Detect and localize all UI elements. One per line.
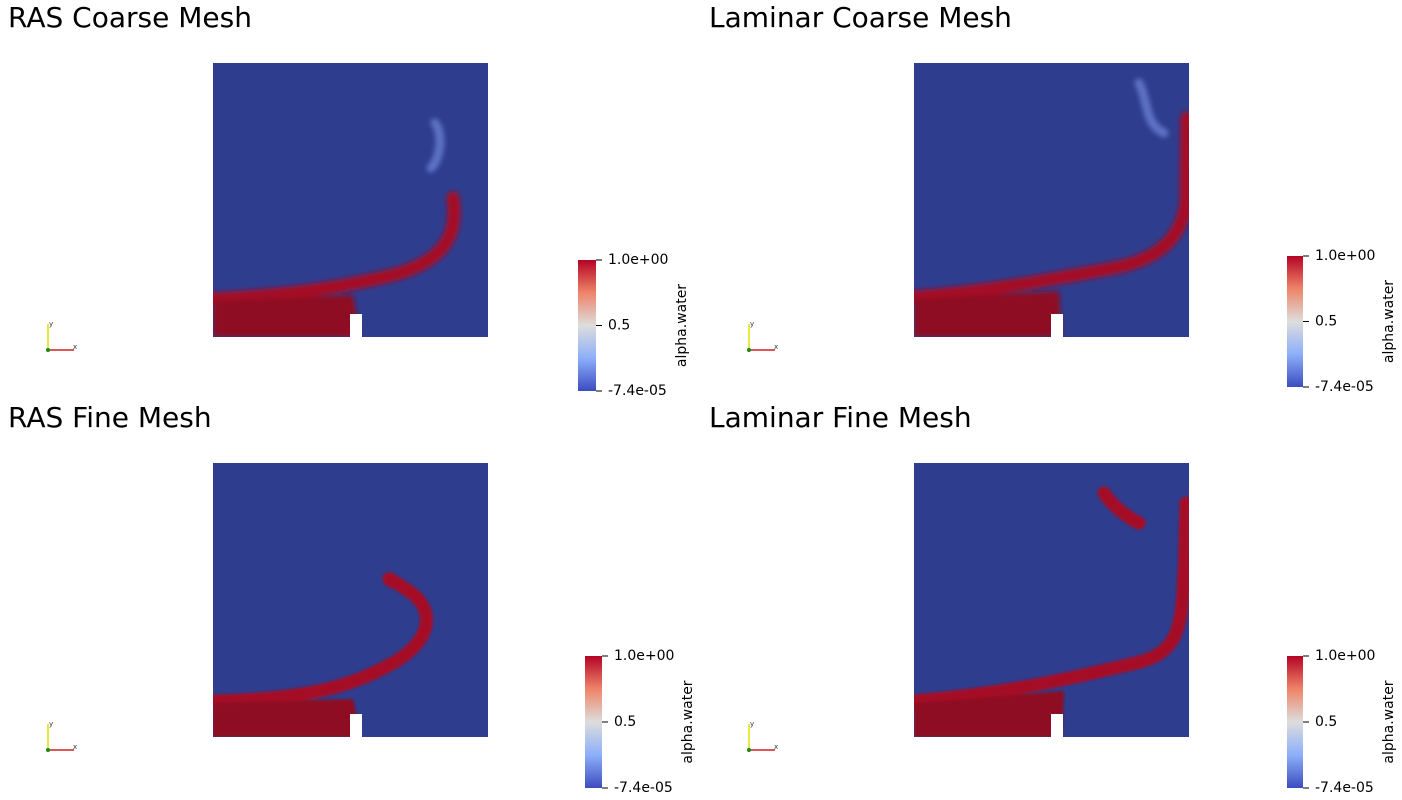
axis-label: x [73,743,77,751]
water-arm [914,111,1189,304]
obstacle [1051,714,1063,737]
colorbar [1287,656,1303,788]
colorbar-title: alpha.water [1381,680,1397,763]
panel-title: RAS Coarse Mesh [8,1,252,34]
colorbar-label: 1.0e+00 [608,252,668,268]
obstacle [350,314,362,337]
water-slab [914,291,1062,337]
water-phase [914,78,1189,337]
colorbar-title: alpha.water [674,284,690,367]
panel-title: RAS Fine Mesh [8,401,212,434]
water-arm [213,572,433,708]
axis-label: x [774,343,778,351]
colorbar-label: 0.5 [1315,714,1337,730]
colorbar [578,260,596,391]
droplet [426,118,445,173]
water-slab [213,295,361,337]
colorbar-title: alpha.water [680,680,696,763]
colorbar-label: 0.5 [1315,314,1337,330]
panel-title: Laminar Fine Mesh [709,401,972,434]
colorbar-label: -7.4e-05 [608,383,667,399]
water-slab [914,691,1064,737]
panel: RAS Coarse Mesh 1.0e+00 0.5 -7.4e-05 alpha.w… [8,1,690,399]
domain-background [213,463,488,737]
axis-label: y [49,720,53,728]
orientation-axes: yx [46,720,77,752]
colorbar-label: 1.0e+00 [614,648,674,664]
water-arm [213,191,461,306]
axis-origin [747,748,751,752]
render-view [914,63,1189,337]
render-view [213,63,488,337]
water-phase [213,118,461,337]
droplet [1134,78,1169,138]
axis-label: x [73,343,77,351]
colorbar-title: alpha.water [1381,280,1397,363]
obstacle [350,714,362,737]
colorbar-label: 0.5 [614,714,636,730]
axis-origin [46,748,50,752]
axis-label: y [49,320,53,328]
axis-label: y [750,320,754,328]
panel: Laminar Fine Mesh 1.0e+00 0.5 -7.4e-05 alpha… [709,401,1397,796]
axis-label: y [750,720,754,728]
panel: Laminar Coarse Mesh 1.0e+00 0.5 -7.4e-05 alp… [709,1,1397,395]
panel-title: Laminar Coarse Mesh [709,1,1012,34]
colorbar [585,656,602,788]
water-phase [213,572,433,737]
colorbar-label: -7.4e-05 [1315,780,1374,796]
orientation-axes: yx [747,720,778,752]
water-phase [914,486,1189,737]
axis-origin [46,348,50,352]
water-arm [914,486,1189,708]
colorbar [1287,256,1303,387]
orientation-axes: yx [46,320,77,352]
orientation-axes: yx [747,320,778,352]
panel: RAS Fine Mesh 1.0e+00 0.5 -7.4e-05 alpha.wat… [8,401,696,796]
axis-label: x [774,743,778,751]
axis-origin [747,348,751,352]
water-slab [213,699,361,737]
colorbar-label: 1.0e+00 [1315,648,1375,664]
colorbar-label: -7.4e-05 [1315,379,1374,395]
colorbar-label: -7.4e-05 [614,780,673,796]
render-view [213,463,488,737]
colorbar-label: 1.0e+00 [1315,248,1375,264]
render-view [914,463,1189,737]
colorbar-label: 0.5 [608,318,630,334]
obstacle [1051,314,1063,337]
